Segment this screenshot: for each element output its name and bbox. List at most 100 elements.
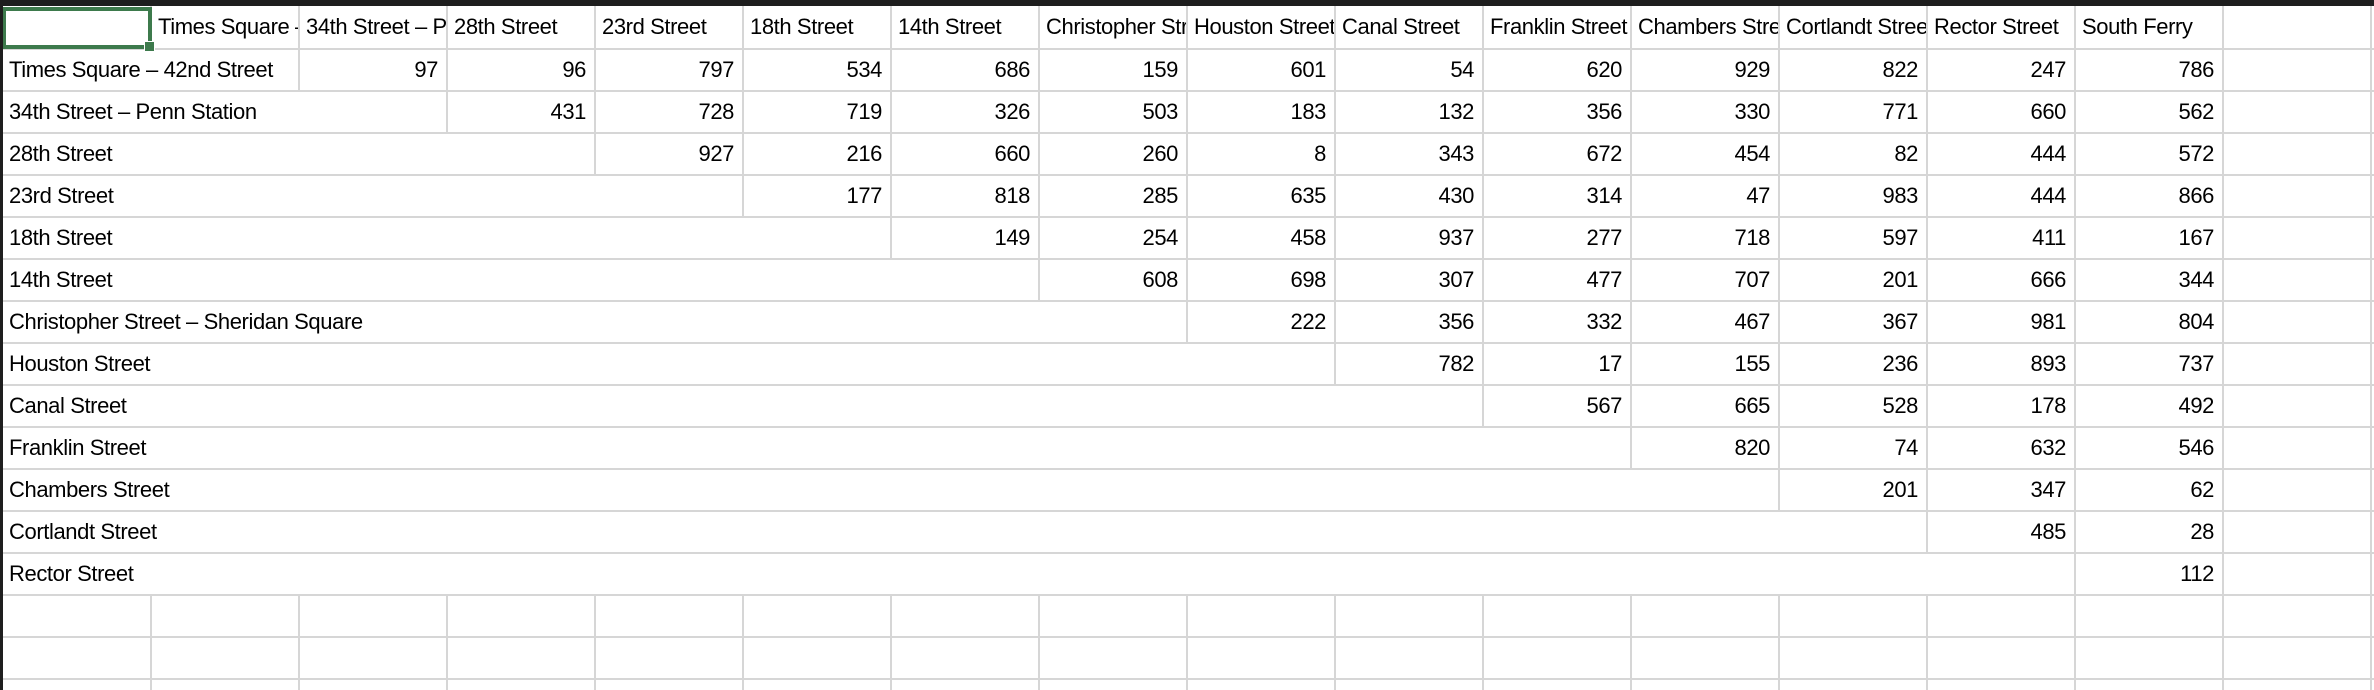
column-header-cell[interactable]: 18th Street (744, 7, 890, 48)
value-cell[interactable]: 608 (1040, 260, 1186, 300)
value-cell[interactable]: 927 (596, 134, 742, 174)
row-label-cell[interactable]: 18th Street (3, 218, 890, 258)
value-cell[interactable]: 367 (1780, 302, 1926, 342)
value-cell[interactable]: 635 (1188, 176, 1334, 216)
row-label-cell[interactable]: 23rd Street (3, 176, 742, 216)
row-label-cell[interactable]: Rector Street (3, 554, 2074, 594)
row-label-cell[interactable]: Canal Street (3, 386, 1482, 426)
value-cell[interactable]: 567 (1484, 386, 1630, 426)
value-cell[interactable]: 47 (1632, 176, 1778, 216)
value-cell[interactable]: 149 (892, 218, 1038, 258)
value-cell[interactable]: 356 (1336, 302, 1482, 342)
value-cell[interactable]: 97 (300, 50, 446, 90)
value-cell[interactable]: 326 (892, 92, 1038, 132)
value-cell[interactable]: 17 (1484, 344, 1630, 384)
value-cell[interactable]: 444 (1928, 134, 2074, 174)
value-cell[interactable]: 155 (1632, 344, 1778, 384)
value-cell[interactable]: 177 (744, 176, 890, 216)
value-cell[interactable]: 430 (1336, 176, 1482, 216)
value-cell[interactable]: 307 (1336, 260, 1482, 300)
value-cell[interactable]: 332 (1484, 302, 1630, 342)
value-cell[interactable]: 431 (448, 92, 594, 132)
value-cell[interactable]: 597 (1780, 218, 1926, 258)
column-header-cell[interactable]: Cortlandt Street (1780, 7, 1926, 48)
value-cell[interactable]: 236 (1780, 344, 1926, 384)
value-cell[interactable]: 222 (1188, 302, 1334, 342)
value-cell[interactable]: 167 (2076, 218, 2222, 258)
value-cell[interactable]: 804 (2076, 302, 2222, 342)
value-cell[interactable]: 737 (2076, 344, 2222, 384)
value-cell[interactable]: 698 (1188, 260, 1334, 300)
value-cell[interactable]: 467 (1632, 302, 1778, 342)
row-label-cell[interactable]: Times Square – 42nd Street (3, 50, 298, 90)
value-cell[interactable]: 528 (1780, 386, 1926, 426)
value-cell[interactable]: 285 (1040, 176, 1186, 216)
column-header-cell[interactable]: Houston Street (1188, 7, 1334, 48)
value-cell[interactable]: 411 (1928, 218, 2074, 258)
value-cell[interactable]: 632 (1928, 428, 2074, 468)
value-cell[interactable]: 893 (1928, 344, 2074, 384)
value-cell[interactable]: 96 (448, 50, 594, 90)
column-header-cell[interactable]: Franklin Street (1484, 7, 1630, 48)
value-cell[interactable]: 8 (1188, 134, 1334, 174)
value-cell[interactable]: 672 (1484, 134, 1630, 174)
value-cell[interactable]: 247 (1928, 50, 2074, 90)
value-cell[interactable]: 183 (1188, 92, 1334, 132)
column-header-cell[interactable]: South Ferry (2076, 7, 2222, 48)
value-cell[interactable]: 822 (1780, 50, 1926, 90)
column-header-cell[interactable]: Chambers Street (1632, 7, 1778, 48)
row-label-cell[interactable]: Houston Street (3, 344, 1334, 384)
value-cell[interactable]: 660 (892, 134, 1038, 174)
row-label-cell[interactable]: 14th Street (3, 260, 1038, 300)
column-header-cell[interactable]: 28th Street (448, 7, 594, 48)
value-cell[interactable]: 786 (2076, 50, 2222, 90)
value-cell[interactable]: 74 (1780, 428, 1926, 468)
value-cell[interactable]: 620 (1484, 50, 1630, 90)
value-cell[interactable]: 666 (1928, 260, 2074, 300)
value-cell[interactable]: 546 (2076, 428, 2222, 468)
value-cell[interactable]: 492 (2076, 386, 2222, 426)
value-cell[interactable]: 28 (2076, 512, 2222, 552)
column-header-cell[interactable]: 34th Street – Penn Station (300, 7, 446, 48)
value-cell[interactable]: 503 (1040, 92, 1186, 132)
value-cell[interactable]: 178 (1928, 386, 2074, 426)
value-cell[interactable]: 686 (892, 50, 1038, 90)
column-header-cell[interactable]: Rector Street (1928, 7, 2074, 48)
value-cell[interactable]: 719 (744, 92, 890, 132)
value-cell[interactable]: 201 (1780, 470, 1926, 510)
value-cell[interactable]: 820 (1632, 428, 1778, 468)
value-cell[interactable]: 485 (1928, 512, 2074, 552)
selected-cell-a1[interactable] (2, 7, 155, 52)
value-cell[interactable]: 54 (1336, 50, 1482, 90)
column-header-cell[interactable]: Times Square – 42nd Street (152, 7, 298, 48)
row-label-cell[interactable]: 28th Street (3, 134, 594, 174)
value-cell[interactable]: 937 (1336, 218, 1482, 258)
value-cell[interactable]: 314 (1484, 176, 1630, 216)
fill-handle[interactable] (144, 41, 155, 52)
column-header-cell[interactable]: Canal Street (1336, 7, 1482, 48)
value-cell[interactable]: 454 (1632, 134, 1778, 174)
value-cell[interactable]: 929 (1632, 50, 1778, 90)
value-cell[interactable]: 112 (2076, 554, 2222, 594)
value-cell[interactable]: 718 (1632, 218, 1778, 258)
value-cell[interactable]: 260 (1040, 134, 1186, 174)
row-label-cell[interactable]: Chambers Street (3, 470, 1778, 510)
value-cell[interactable]: 534 (744, 50, 890, 90)
value-cell[interactable]: 254 (1040, 218, 1186, 258)
value-cell[interactable]: 159 (1040, 50, 1186, 90)
value-cell[interactable]: 983 (1780, 176, 1926, 216)
value-cell[interactable]: 728 (596, 92, 742, 132)
value-cell[interactable]: 132 (1336, 92, 1482, 132)
value-cell[interactable]: 330 (1632, 92, 1778, 132)
value-cell[interactable]: 458 (1188, 218, 1334, 258)
value-cell[interactable]: 665 (1632, 386, 1778, 426)
value-cell[interactable]: 444 (1928, 176, 2074, 216)
column-header-cell[interactable]: 14th Street (892, 7, 1038, 48)
column-header-cell[interactable]: 23rd Street (596, 7, 742, 48)
value-cell[interactable]: 216 (744, 134, 890, 174)
value-cell[interactable]: 356 (1484, 92, 1630, 132)
column-header-cell[interactable]: Christopher Street – Sheridan Square (1040, 7, 1186, 48)
value-cell[interactable]: 771 (1780, 92, 1926, 132)
row-label-cell[interactable]: Cortlandt Street (3, 512, 1926, 552)
